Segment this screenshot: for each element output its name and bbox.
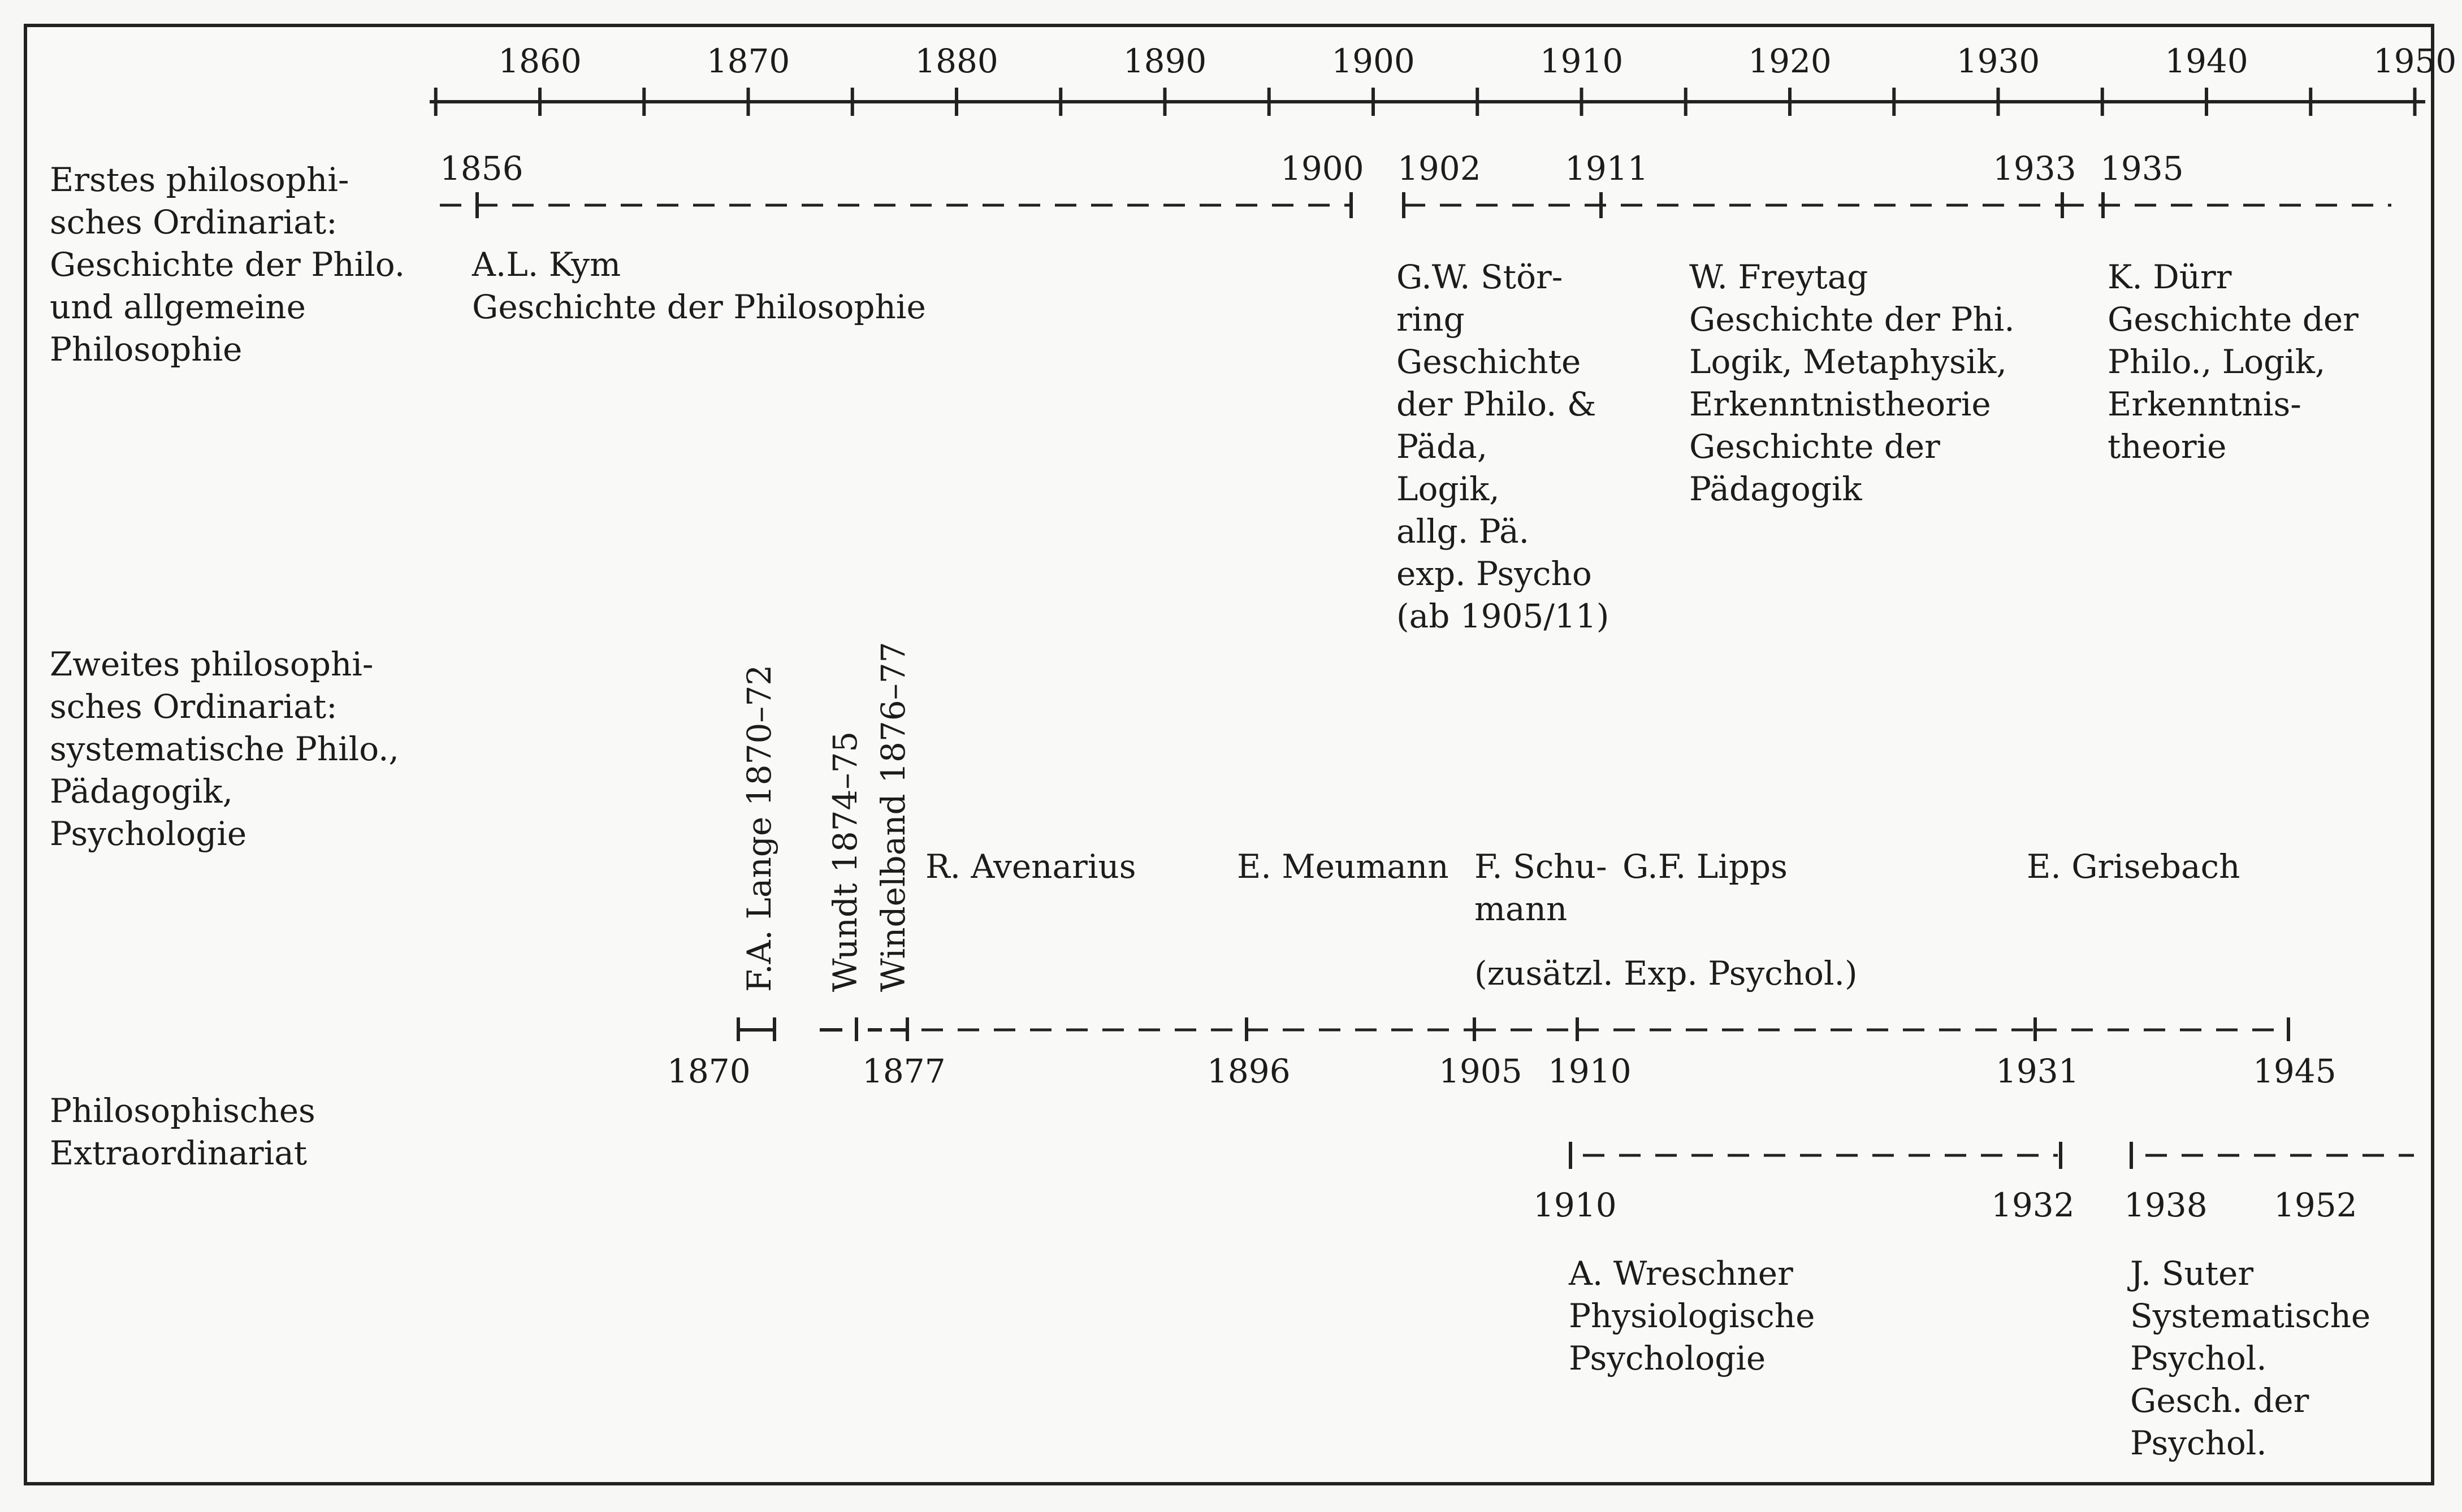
- holder-suter: J. Suter Systematische Psychol. Gesch. d…: [2127, 1254, 2370, 1462]
- holder-line: Logik, Metaphysik,: [1689, 343, 2007, 381]
- holder-line: Geschichte: [1396, 343, 1581, 381]
- axis-tick-label: 1880: [915, 42, 998, 80]
- holder-line: A. Wreschner: [1568, 1254, 1793, 1293]
- holder-line: Logik,: [1396, 470, 1500, 508]
- year-label: 1900: [1280, 149, 1364, 188]
- row-heading-extraordinariat: Philosophisches Extraordinariat: [50, 1091, 315, 1172]
- holder-line: Geschichte der: [1689, 427, 1940, 466]
- year-label: 1952: [2274, 1186, 2357, 1224]
- heading-line: Philosophie: [50, 330, 242, 369]
- holder-line: Pädagogik: [1689, 470, 1862, 508]
- holder-line: der Philo. &: [1396, 385, 1596, 423]
- axis-tick-label: 1910: [1540, 42, 1624, 80]
- holder-schumann: F. Schu-: [1474, 847, 1607, 886]
- heading-line: Philosophisches: [50, 1091, 315, 1130]
- heading-line: Extraordinariat: [50, 1134, 307, 1172]
- year-label: 1945: [2253, 1052, 2336, 1090]
- holder-wundt: Wundt 1874–75: [826, 731, 864, 992]
- axis-tick-label: 1870: [707, 42, 790, 80]
- holder-line: allg. Pä.: [1396, 512, 1529, 551]
- year-label: 1911: [1565, 149, 1648, 188]
- axis-tick-label: 1950: [2373, 42, 2457, 80]
- holder-freytag: W. Freytag Geschichte der Phi. Logik, Me…: [1689, 258, 2015, 508]
- year-label: 1856: [440, 149, 523, 188]
- year-label: 1938: [2124, 1186, 2208, 1224]
- holder-line: Psychol.: [2130, 1339, 2267, 1377]
- year-label: 1905: [1439, 1052, 1522, 1090]
- holder-line: Geschichte der Phi.: [1689, 300, 2015, 339]
- holder-meumann: E. Meumann: [1237, 847, 1449, 886]
- heading-line: Geschichte der Philo.: [50, 245, 405, 284]
- holder-line: Erkenntnis-: [2108, 385, 2301, 423]
- holder-line: J. Suter: [2127, 1254, 2253, 1293]
- holder-line: (ab 1905/11): [1396, 597, 1609, 635]
- axis-tick-label: 1900: [1331, 42, 1415, 80]
- heading-line: Zweites philosophi-: [50, 645, 373, 683]
- year-label: 1933: [1993, 149, 2076, 188]
- holder-wreschner: A. Wreschner Physiologische Psychologie: [1568, 1254, 1815, 1377]
- holder-kym: A.L. Kym Geschichte der Philosophie: [471, 245, 926, 326]
- holder-line: Erkenntnistheorie: [1689, 385, 1991, 423]
- holder-line: Päda,: [1396, 427, 1487, 466]
- holder-line: Geschichte der: [2108, 300, 2359, 339]
- axis-tick-label: 1890: [1123, 42, 1207, 80]
- heading-line: und allgemeine: [50, 288, 306, 326]
- holder-line: A.L. Kym: [471, 245, 621, 284]
- holder-duerr: K. Dürr Geschichte der Philo., Logik, Er…: [2108, 258, 2359, 466]
- heading-line: sches Ordinariat:: [50, 687, 338, 726]
- year-label: 1910: [1533, 1186, 1617, 1224]
- year-label: 1870: [667, 1052, 751, 1090]
- holder-line: G.W. Stör-: [1396, 258, 1563, 296]
- axis-labels: 1860 1870 1880 1890 1900 1910 1920 1930 1940 1950: [498, 42, 2456, 80]
- holder-line: Gesch. der: [2130, 1381, 2309, 1420]
- year-label: 1902: [1397, 149, 1481, 188]
- holder-line: exp. Psycho: [1396, 554, 1592, 593]
- holder-line: Psychol.: [2130, 1424, 2267, 1462]
- axis-tick-label: 1930: [1957, 42, 2040, 80]
- holder-line: W. Freytag: [1689, 258, 1868, 296]
- year-label: 1896: [1207, 1052, 1291, 1090]
- holder-line: ring: [1396, 300, 1465, 339]
- axis-tick-label: 1920: [1748, 42, 1832, 80]
- holder-line: Systematische: [2130, 1297, 2370, 1335]
- vertical-holders: F.A. Lange 1870–72 Wundt 1874–75 Windelb…: [740, 642, 912, 992]
- holder-schumann: mann: [1474, 890, 1567, 928]
- year-label: 1877: [862, 1052, 946, 1090]
- schumann-note: (zusätzl. Exp. Psychol.): [1474, 954, 1858, 993]
- year-label: 1910: [1548, 1052, 1632, 1090]
- holder-avenarius: R. Avenarius: [925, 847, 1136, 886]
- holder-windelband: Windelband 1876–77: [874, 642, 912, 992]
- year-label: 1931: [1996, 1052, 2079, 1090]
- axis-tick-label: 1860: [498, 42, 582, 80]
- first-chair-timeline: 1856 1900 1902 1911 1933 1935: [440, 149, 2391, 218]
- holder-line: Physiologische: [1569, 1297, 1815, 1335]
- holder-line: Philo., Logik,: [2108, 343, 2325, 381]
- year-label: 1932: [1991, 1186, 2075, 1224]
- holder-lipps: G.F. Lipps: [1622, 847, 1788, 886]
- heading-line: Psychologie: [50, 815, 246, 853]
- heading-line: sches Ordinariat:: [50, 203, 338, 241]
- axis-ticks: [434, 88, 2417, 116]
- holder-line: K. Dürr: [2108, 258, 2232, 296]
- axis-tick-label: 1940: [2165, 42, 2248, 80]
- heading-line: Pädagogik,: [50, 772, 233, 811]
- holder-line: Psychologie: [1569, 1339, 1766, 1377]
- second-chair-holders: R. Avenarius E. Meumann F. Schu- mann G.…: [925, 847, 2240, 993]
- holder-grisebach: E. Grisebach: [2027, 847, 2240, 886]
- second-chair-timeline: 1870 1877 1896 1905 1910 1931 1945: [667, 1017, 2336, 1090]
- diagram-frame: [24, 24, 2434, 1485]
- row-heading-first-chair: Erstes philosophi- sches Ordinariat: Ges…: [50, 161, 405, 369]
- holder-lange: F.A. Lange 1870–72: [740, 665, 778, 992]
- heading-line: systematische Philo.,: [50, 730, 399, 768]
- holder-line: theorie: [2108, 427, 2227, 466]
- timeline-axis: 1860 1870 1880 1890 1900 1910 1920 1930 1940 1950: [430, 42, 2456, 116]
- holder-line: Geschichte der Philosophie: [472, 288, 926, 326]
- year-label: 1935: [2100, 149, 2184, 188]
- heading-line: Erstes philosophi-: [50, 161, 349, 199]
- extraordinariat-timeline: 1910 1932 1938 1952: [1533, 1142, 2414, 1224]
- row-heading-second-chair: Zweites philosophi- sches Ordinariat: sy…: [50, 645, 399, 853]
- holder-stoerring: G.W. Stör- ring Geschichte der Philo. & …: [1396, 258, 1609, 635]
